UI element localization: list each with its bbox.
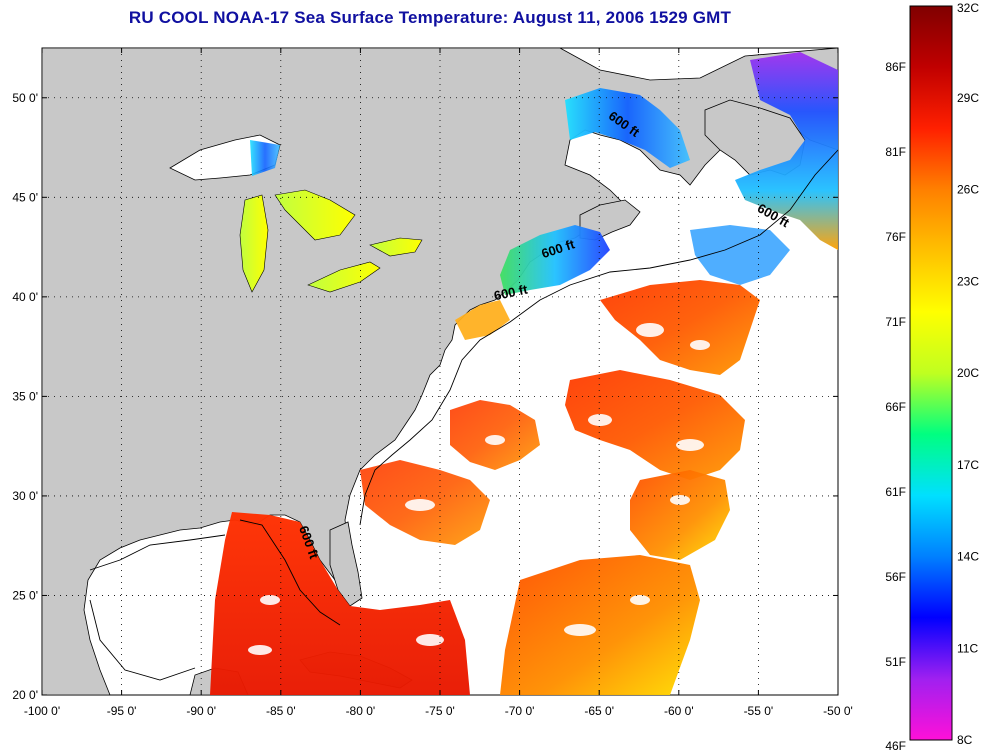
chart-title: RU COOL NOAA-17 Sea Surface Temperature:… bbox=[128, 8, 732, 27]
cloud-gaps bbox=[248, 323, 710, 655]
lon-tick-label: -70 0' bbox=[505, 704, 535, 718]
fahrenheit-label: 51F bbox=[885, 655, 906, 669]
lake-huron bbox=[274, 189, 356, 241]
sst-gulf-st-lawrence bbox=[565, 88, 690, 168]
celsius-label: 20C bbox=[957, 366, 979, 380]
lon-tick-label: -85 0' bbox=[266, 704, 296, 718]
lat-tick-label: 50 0' bbox=[12, 91, 38, 105]
sst-gulf-stream-east bbox=[565, 370, 745, 480]
sst-grand-banks bbox=[690, 225, 790, 285]
celsius-label: 14C bbox=[957, 550, 979, 564]
lake-michigan bbox=[239, 194, 269, 293]
lon-tick-label: -75 0' bbox=[425, 704, 455, 718]
lat-tick-label: 20 0' bbox=[12, 688, 38, 702]
fahrenheit-label: 61F bbox=[885, 485, 906, 499]
fahrenheit-label: 81F bbox=[885, 145, 906, 159]
lake-ontario bbox=[369, 237, 423, 257]
latitude-labels: 20 0' 25 0' 30 0' 35 0' 40 0' 45 0' 50 0' bbox=[12, 91, 38, 702]
fahrenheit-label: 71F bbox=[885, 315, 906, 329]
contour-label-600ft: 600 ft bbox=[493, 281, 530, 303]
fahrenheit-label: 56F bbox=[885, 570, 906, 584]
fahrenheit-label: 76F bbox=[885, 230, 906, 244]
lon-tick-label: -65 0' bbox=[584, 704, 614, 718]
land-north-america bbox=[42, 48, 838, 695]
celsius-labels: 32C 29C 26C 23C 20C 17C 14C 11C 8C bbox=[957, 1, 979, 747]
celsius-label: 8C bbox=[957, 733, 973, 747]
fahrenheit-label: 86F bbox=[885, 60, 906, 74]
celsius-label: 26C bbox=[957, 183, 979, 197]
sst-slope-sea bbox=[600, 280, 760, 375]
lon-tick-label: -95 0' bbox=[107, 704, 137, 718]
isobath-600ft-gulf bbox=[89, 519, 341, 681]
lon-tick-label: -60 0' bbox=[664, 704, 694, 718]
celsius-label: 32C bbox=[957, 1, 979, 15]
lat-tick-label: 35 0' bbox=[12, 389, 38, 403]
sst-labrador bbox=[735, 52, 838, 250]
celsius-label: 23C bbox=[957, 274, 979, 288]
lake-erie bbox=[307, 261, 381, 293]
lat-tick-label: 45 0' bbox=[12, 190, 38, 204]
celsius-label: 17C bbox=[957, 458, 979, 472]
lon-tick-label: -50 0' bbox=[823, 704, 853, 718]
colorbar-fill bbox=[909, 5, 953, 741]
sst-caribbean-south bbox=[500, 555, 700, 695]
graticule bbox=[41, 48, 839, 696]
lat-tick-label: 30 0' bbox=[12, 489, 38, 503]
fahrenheit-labels: 86F 81F 76F 71F 66F 61F 56F 51F 46F bbox=[885, 60, 906, 753]
sst-gulf-of-mexico bbox=[210, 512, 470, 695]
lat-tick-label: 40 0' bbox=[12, 290, 38, 304]
celsius-label: 11C bbox=[957, 641, 978, 655]
lon-tick-label: -55 0' bbox=[744, 704, 774, 718]
lon-tick-label: -100 0' bbox=[24, 704, 60, 718]
isobath-600ft bbox=[359, 149, 838, 526]
fahrenheit-label: 46F bbox=[885, 739, 906, 753]
lon-tick-label: -80 0' bbox=[346, 704, 376, 718]
lat-tick-label: 25 0' bbox=[12, 588, 38, 602]
lon-tick-label: -90 0' bbox=[186, 704, 216, 718]
lake-superior-sst bbox=[250, 140, 280, 176]
celsius-label: 29C bbox=[957, 91, 979, 105]
longitude-labels: -100 0' -95 0' -90 0' -85 0' -80 0' -75 0' -70… bbox=[24, 704, 853, 718]
sst-sargasso bbox=[630, 470, 730, 560]
sst-gulf-of-maine bbox=[500, 225, 610, 295]
fahrenheit-label: 66F bbox=[885, 400, 906, 414]
land-florida bbox=[329, 521, 363, 607]
